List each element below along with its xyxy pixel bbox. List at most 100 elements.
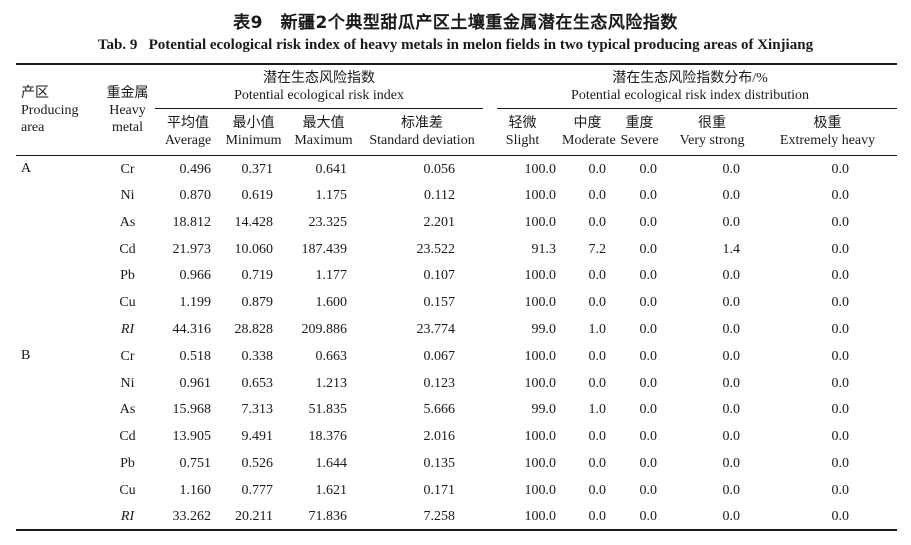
cell-value: 0.0	[831, 188, 850, 204]
table-body: A Cr 0.496 0.371 0.641 0.056 100.0 0.0 0.0 0.0 0.0…	[16, 156, 897, 531]
cell-value: 0.0	[588, 482, 607, 498]
extremely-heavy-label-zh: 极重	[813, 116, 842, 131]
table-row: Pb 0.751 0.526 1.644 0.135 100.0 0.0 0.0 0.0 0.0	[16, 450, 897, 477]
cell-value: 0.0	[722, 321, 741, 337]
cell-heavy-metal: Cr	[120, 348, 135, 364]
cell-value: 0.663	[315, 348, 348, 364]
cell-value: 0.526	[241, 455, 274, 471]
cell-value: 0.0	[639, 402, 658, 418]
table-row: RI 33.262 20.211 71.836 7.258 100.0 0.0 0.0 0.0 0…	[16, 503, 897, 530]
cell-value: 0.0	[831, 321, 850, 337]
cell-value: 100.0	[524, 268, 557, 284]
average-label-zh: 平均值	[167, 116, 209, 131]
cell-heavy-metal: RI	[120, 321, 135, 337]
col-header-producing-area: 产区 Producing area	[16, 64, 100, 156]
cell-value: 0.966	[179, 268, 212, 284]
cell-value: 1.0	[588, 321, 607, 337]
col-header-average: 平均值 Average	[155, 109, 221, 156]
cell-value: 1.0	[588, 402, 607, 418]
cell-value: 13.905	[172, 429, 212, 445]
cell-value: 0.0	[831, 455, 850, 471]
header-row-subcolumns: 平均值 Average 最小值 Minimum 最大值 Maximum 标准差 …	[16, 109, 898, 156]
standard-deviation-label-zh: 标准差	[401, 116, 444, 131]
cell-value: 0.135	[423, 455, 456, 471]
severe-label-zh: 重度	[625, 116, 654, 131]
table-row: Cd 13.905 9.491 18.376 2.016 100.0 0.0 0.0 0.0 0.…	[16, 423, 897, 450]
cell-value: 1.644	[315, 455, 348, 471]
cell-value: 0.0	[722, 268, 741, 284]
cell-heavy-metal: As	[119, 214, 136, 230]
cell-value: 0.123	[423, 375, 456, 391]
maximum-label-en: Maximum	[294, 133, 353, 148]
cell-value: 0.0	[639, 214, 658, 230]
cell-value: 0.157	[423, 295, 456, 311]
cell-value: 0.0	[588, 455, 607, 471]
cell-value: 0.0	[639, 268, 658, 284]
minimum-label-en: Minimum	[225, 133, 282, 148]
risk-index-group-label-zh: 潜在生态风险指数	[263, 71, 376, 86]
cell-value: 20.211	[235, 508, 273, 524]
cell-value: 0.870	[179, 188, 212, 204]
cell-value: 2.016	[423, 429, 456, 445]
cell-value: 0.0	[588, 375, 607, 391]
cell-value: 21.973	[172, 241, 212, 257]
cell-heavy-metal: Cd	[119, 429, 136, 445]
cell-heavy-metal: Cu	[119, 295, 136, 311]
cell-heavy-metal: RI	[120, 508, 135, 524]
cell-value: 7.313	[241, 402, 274, 418]
cell-value: 0.0	[639, 188, 658, 204]
cell-value: 0.0	[588, 214, 607, 230]
cell-value: 100.0	[524, 482, 557, 498]
cell-value: 18.376	[308, 429, 348, 445]
producing-area-label-en1: Producing	[21, 102, 79, 118]
cell-value: 0.0	[831, 482, 850, 498]
cell-heavy-metal: Ni	[120, 188, 135, 204]
cell-value: 1.199	[179, 295, 212, 311]
cell-value: 100.0	[524, 508, 557, 524]
cell-value: 0.0	[588, 161, 607, 177]
col-group-risk-index: 潜在生态风险指数 Potential ecological risk index	[155, 64, 484, 109]
table-row: RI 44.316 28.828 209.886 23.774 99.0 1.0 0.0 0.0…	[16, 316, 897, 343]
minimum-label-zh: 最小值	[232, 116, 275, 131]
cell-value: 100.0	[524, 214, 557, 230]
cell-value: 0.0	[639, 482, 658, 498]
cell-value: 0.0	[722, 161, 741, 177]
moderate-label-zh: 中度	[573, 116, 602, 131]
cell-value: 1.213	[315, 375, 348, 391]
table-row: Ni 0.961 0.653 1.213 0.123 100.0 0.0 0.0 0.0 0.0	[16, 370, 897, 397]
cell-value: 0.653	[241, 375, 274, 391]
cell-value: 0.0	[588, 295, 607, 311]
cell-value: 0.0	[831, 214, 850, 230]
cell-value: 7.258	[423, 508, 456, 524]
cell-value: 99.0	[531, 402, 557, 418]
distribution-group-label-en: Potential ecological risk index distribu…	[571, 88, 810, 103]
cell-value: 2.201	[423, 214, 456, 230]
cell-value: 0.0	[639, 375, 658, 391]
cell-value: 1.4	[722, 241, 741, 257]
producing-area-label-zh: 产区	[21, 85, 49, 101]
cell-value: 0.0	[722, 508, 741, 524]
cell-value: 0.0	[639, 429, 658, 445]
col-header-heavy-metal: 重金属 Heavy metal	[100, 64, 155, 156]
table-row: As 15.968 7.313 51.835 5.666 99.0 1.0 0.0 0.0 0.0	[16, 396, 897, 423]
cell-value: 0.0	[831, 268, 850, 284]
cell-value: 44.316	[172, 321, 212, 337]
cell-value: 0.0	[639, 348, 658, 364]
cell-value: 28.828	[234, 321, 274, 337]
cell-value: 0.0	[831, 295, 850, 311]
table-row: Pb 0.966 0.719 1.177 0.107 100.0 0.0 0.0 0.0 0.0	[16, 263, 897, 290]
cell-value: 0.0	[639, 161, 658, 177]
heavy-metal-label-en1: Heavy	[109, 102, 146, 118]
cell-value: 5.666	[423, 402, 456, 418]
cell-heavy-metal: Pb	[120, 455, 135, 471]
table-row: B Cr 0.518 0.338 0.663 0.067 100.0 0.0 0.0 0.0 0.0	[16, 343, 897, 370]
cell-producing-area: A	[21, 161, 32, 176]
col-header-extremely-heavy: 极重 Extremely heavy	[758, 109, 898, 156]
col-header-very-strong: 很重 Very strong	[666, 109, 759, 156]
cell-value: 0.0	[722, 348, 741, 364]
cell-value: 100.0	[524, 429, 557, 445]
standard-deviation-label-en: Standard deviation	[369, 133, 475, 148]
cell-value: 0.0	[639, 455, 658, 471]
cell-value: 0.0	[831, 161, 850, 177]
